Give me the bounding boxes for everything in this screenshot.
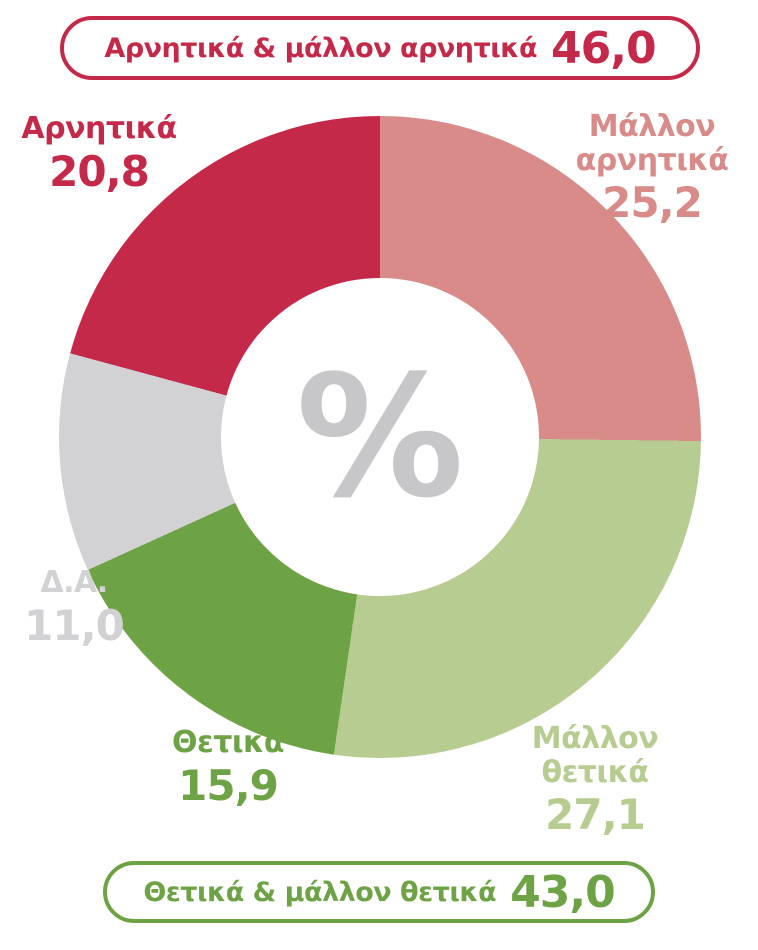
slice-label-positive: Θετικά 15,9 — [146, 726, 310, 810]
slice-value: 25,2 — [602, 178, 703, 228]
slice-label-rather-positive: Μάλλον θετικά 27,1 — [503, 722, 687, 839]
slice-value: 11,0 — [24, 600, 125, 650]
slice-label-negative: Αρνητικά 20,8 — [14, 112, 184, 196]
positives-total-value: 43,0 — [510, 866, 616, 918]
positives-total-banner: Θετικά & μάλλον θετικά 43,0 — [103, 861, 655, 923]
negatives-total-banner: Αρνητικά & μάλλον αρνητικά 46,0 — [60, 16, 700, 80]
slice-name: Θετικά — [172, 725, 284, 760]
negatives-total-label: Αρνητικά & μάλλον αρνητικά — [104, 32, 537, 64]
slice-value: 27,1 — [545, 790, 646, 840]
slice-name: Αρνητικά — [21, 111, 177, 146]
donut-chart: % — [59, 116, 701, 758]
percent-symbol: % — [295, 339, 465, 535]
slice-label-no-answer: Δ.Α. 11,0 — [18, 566, 130, 650]
slice-name: Μάλλον αρνητικά — [575, 109, 729, 178]
slice-value: 15,9 — [178, 760, 279, 810]
slice-name: Δ.Α. — [40, 565, 108, 600]
slice-name: Μάλλον θετικά — [531, 721, 659, 790]
positives-total-label: Θετικά & μάλλον θετικά — [143, 876, 497, 908]
donut-hole: % — [221, 278, 539, 596]
slice-label-rather-negative: Μάλλον αρνητικά 25,2 — [556, 110, 748, 227]
negatives-total-value: 46,0 — [551, 22, 657, 74]
slice-value: 20,8 — [49, 146, 150, 196]
